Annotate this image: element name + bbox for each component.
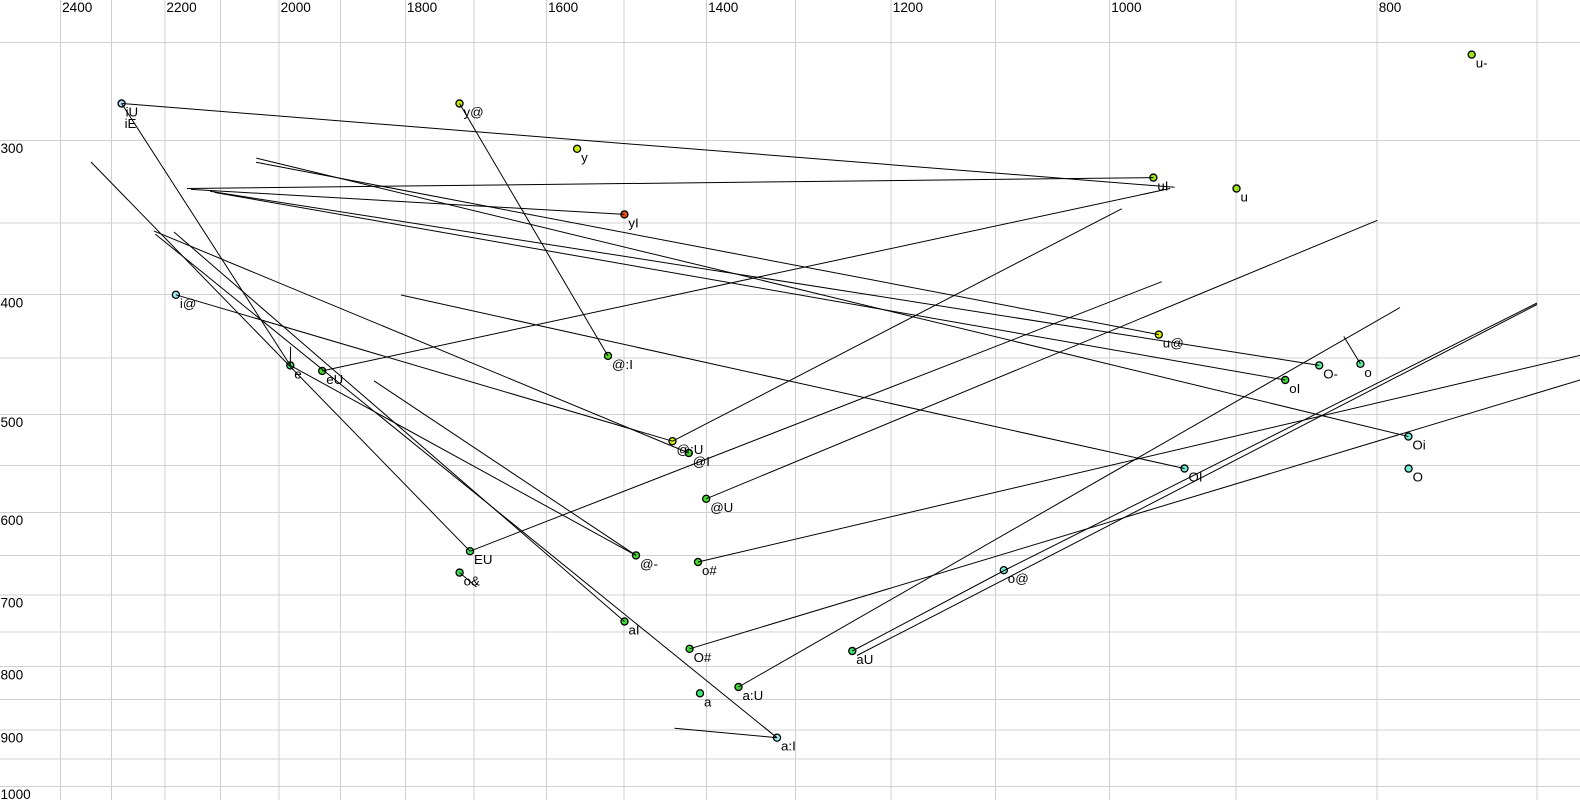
- svg-text:@:U: @:U: [677, 442, 704, 457]
- svg-text:o#: o#: [702, 563, 717, 578]
- svg-text:OI: OI: [1189, 470, 1203, 485]
- svg-text:1400: 1400: [708, 0, 739, 15]
- svg-text:e: e: [294, 366, 301, 381]
- svg-text:iE: iE: [125, 116, 137, 131]
- svg-text:1600: 1600: [548, 0, 579, 15]
- svg-text:yI: yI: [628, 215, 638, 230]
- svg-text:@I: @I: [693, 454, 710, 469]
- svg-text:u@: u@: [1163, 336, 1184, 351]
- svg-text:u-: u-: [1476, 56, 1488, 71]
- svg-text:@U: @U: [710, 500, 733, 515]
- svg-text:a: a: [704, 694, 712, 709]
- svg-text:O-: O-: [1323, 366, 1338, 381]
- svg-text:2200: 2200: [166, 0, 197, 15]
- svg-text:i@: i@: [180, 296, 196, 311]
- svg-text:700: 700: [1, 596, 24, 611]
- svg-text:800: 800: [1, 667, 24, 682]
- svg-text:O: O: [1413, 470, 1423, 485]
- svg-text:oI: oI: [1289, 381, 1300, 396]
- svg-text:800: 800: [1379, 0, 1402, 15]
- svg-text:iU: iU: [126, 105, 139, 120]
- svg-text:o&: o&: [464, 574, 480, 589]
- svg-text:o: o: [1364, 365, 1371, 380]
- svg-text:300: 300: [1, 141, 24, 156]
- svg-text:600: 600: [1, 513, 24, 528]
- svg-text:eU: eU: [326, 372, 343, 387]
- svg-text:u: u: [1241, 190, 1248, 205]
- svg-text:a:U: a:U: [743, 688, 764, 703]
- svg-text:uI: uI: [1157, 179, 1168, 194]
- svg-text:a:I: a:I: [781, 739, 796, 754]
- svg-text:O#: O#: [694, 650, 712, 665]
- svg-text:y@: y@: [464, 105, 484, 120]
- svg-text:1000: 1000: [1, 787, 32, 800]
- svg-text:400: 400: [1, 295, 24, 310]
- svg-text:@:I: @:I: [612, 357, 633, 372]
- svg-text:2000: 2000: [281, 0, 312, 15]
- svg-text:1200: 1200: [893, 0, 924, 15]
- svg-text:900: 900: [1, 731, 24, 746]
- svg-text:1000: 1000: [1111, 0, 1142, 15]
- svg-text:EU: EU: [474, 552, 492, 567]
- svg-text:y: y: [581, 150, 588, 165]
- svg-text:1800: 1800: [407, 0, 438, 15]
- svg-text:2400: 2400: [62, 0, 93, 15]
- svg-text:Oi: Oi: [1412, 438, 1425, 453]
- svg-text:o@: o@: [1008, 571, 1029, 586]
- svg-text:500: 500: [1, 415, 24, 430]
- svg-text:@-: @-: [640, 556, 658, 571]
- svg-text:aU: aU: [856, 652, 873, 667]
- svg-text:aI: aI: [629, 623, 640, 638]
